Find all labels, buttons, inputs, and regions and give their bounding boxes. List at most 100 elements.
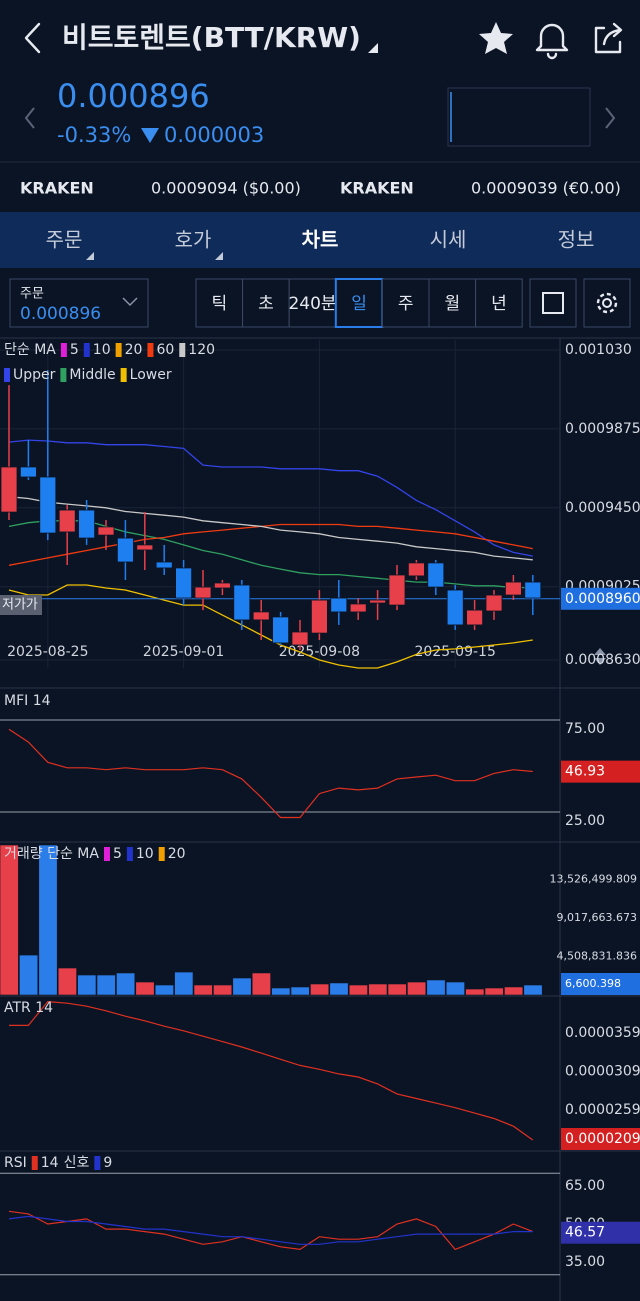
period-label: 년 bbox=[491, 294, 507, 314]
candle-body bbox=[446, 589, 464, 626]
volume-bar bbox=[38, 844, 58, 996]
y-tick-label: 4,508,831.836 bbox=[557, 950, 637, 963]
last-price: 0.000896 bbox=[57, 77, 210, 115]
last-value-box bbox=[561, 760, 640, 783]
legend-label: Lower bbox=[130, 367, 172, 383]
back-button[interactable] bbox=[24, 22, 41, 54]
tab[interactable]: 시세 bbox=[430, 228, 467, 252]
tab[interactable]: 차트 bbox=[302, 228, 339, 252]
volume-bar bbox=[465, 988, 485, 996]
volume-bar bbox=[290, 986, 310, 996]
legend-swatch bbox=[115, 343, 122, 357]
y-tick-label: 35.00 bbox=[565, 1254, 605, 1270]
indicator-line bbox=[8, 1215, 533, 1245]
volume-bar bbox=[96, 974, 116, 996]
last-value-box bbox=[561, 1128, 640, 1150]
prev-button[interactable] bbox=[24, 107, 35, 129]
charts: 2025-08-25 2025-09-01 2025-09-08 2025-09-15… bbox=[0, 340, 640, 1276]
legend-swatch bbox=[60, 368, 67, 382]
candle-body bbox=[349, 603, 367, 613]
settings-button[interactable] bbox=[583, 278, 631, 328]
last-value-box bbox=[561, 587, 640, 610]
last-value-box bbox=[561, 1221, 640, 1244]
legend-swatch bbox=[103, 847, 110, 861]
indicator-line bbox=[8, 728, 533, 819]
legend-swatch bbox=[60, 343, 67, 357]
candle-body bbox=[97, 526, 115, 536]
alert-button[interactable] bbox=[535, 23, 569, 60]
legend-swatch bbox=[120, 368, 127, 382]
order-select-label: 주문 bbox=[20, 287, 44, 302]
last-value-label: 46.93 bbox=[565, 764, 605, 780]
volume-bar bbox=[387, 983, 407, 996]
legend-label: 단순 MA bbox=[4, 342, 56, 358]
draw-button[interactable] bbox=[529, 278, 577, 328]
tab[interactable]: 주문 bbox=[46, 228, 83, 252]
legend-label: Middle bbox=[69, 367, 115, 383]
order-select[interactable] bbox=[9, 278, 149, 328]
settings-gear bbox=[596, 292, 618, 314]
volume-bar bbox=[19, 954, 39, 996]
period-label: 틱 bbox=[211, 294, 227, 314]
tab-bar bbox=[0, 212, 640, 268]
title-dropdown[interactable] bbox=[368, 43, 378, 53]
period-button[interactable] bbox=[242, 278, 290, 328]
order-select-value: 0.000896 bbox=[20, 304, 101, 324]
settings-gear-center bbox=[602, 298, 612, 308]
legend-label: ATR 14 bbox=[4, 1000, 53, 1016]
tab[interactable]: 정보 bbox=[558, 228, 595, 252]
candle-body bbox=[524, 581, 542, 599]
volume-bar bbox=[368, 983, 388, 996]
page-title: 비트토렌트(BTT/KRW) bbox=[62, 21, 361, 54]
volume-bar bbox=[484, 987, 504, 996]
scale-toggle[interactable] bbox=[594, 648, 606, 665]
candle-body bbox=[194, 586, 212, 599]
indicator-line bbox=[9, 1000, 534, 1141]
volume-bar bbox=[232, 977, 252, 996]
tab-dropdown bbox=[215, 252, 223, 260]
volume-bar bbox=[426, 979, 446, 996]
legend-label: 10 bbox=[93, 342, 111, 358]
candle-body bbox=[330, 597, 348, 613]
change-percent: -0.33% bbox=[57, 123, 131, 147]
period-label: 월 bbox=[444, 294, 460, 314]
mini-chart bbox=[447, 87, 591, 147]
period-label: 주 bbox=[398, 294, 414, 314]
volume-bar bbox=[310, 983, 330, 996]
last-value-label: 0.0000209 bbox=[565, 1131, 640, 1147]
legend-label: 14 bbox=[41, 1155, 59, 1171]
y-tick-label: 0.0000359 bbox=[565, 1025, 640, 1041]
volume-bar bbox=[213, 984, 233, 996]
band-line bbox=[8, 584, 533, 669]
share-button[interactable] bbox=[594, 22, 623, 54]
candle-body bbox=[427, 562, 445, 588]
period-button[interactable] bbox=[475, 278, 523, 328]
period-button[interactable] bbox=[381, 278, 430, 328]
candle-body bbox=[78, 509, 95, 539]
period-label: 240분 bbox=[288, 294, 336, 314]
last-value-label: 6,600.398 bbox=[565, 977, 621, 990]
candle-body bbox=[388, 574, 406, 606]
period-button[interactable] bbox=[195, 278, 244, 328]
period-button[interactable] bbox=[428, 278, 477, 328]
legend-swatch bbox=[179, 343, 186, 357]
volume-bar bbox=[504, 986, 524, 996]
price-marker: 저가가 bbox=[2, 598, 38, 613]
candle-body bbox=[310, 599, 328, 634]
next-button[interactable] bbox=[605, 107, 616, 129]
ma-line bbox=[8, 523, 533, 566]
exchange-price: 0.0009094 ($0.00) bbox=[151, 179, 301, 198]
tab[interactable]: 호가 bbox=[175, 228, 212, 252]
legend-label: 5 bbox=[70, 342, 79, 358]
y-tick-label: 25.00 bbox=[565, 813, 605, 829]
candle-body bbox=[155, 561, 173, 569]
volume-bar bbox=[77, 974, 97, 996]
period-button[interactable] bbox=[288, 278, 337, 328]
candle-body bbox=[272, 616, 290, 644]
candle-body bbox=[175, 567, 193, 599]
draw-icon bbox=[542, 292, 564, 314]
y-tick-label: 0.0008630 bbox=[565, 652, 640, 668]
x-tick-label: 2025-09-15 bbox=[415, 644, 496, 660]
candle-body bbox=[136, 544, 154, 551]
favorite-button[interactable] bbox=[479, 22, 513, 54]
